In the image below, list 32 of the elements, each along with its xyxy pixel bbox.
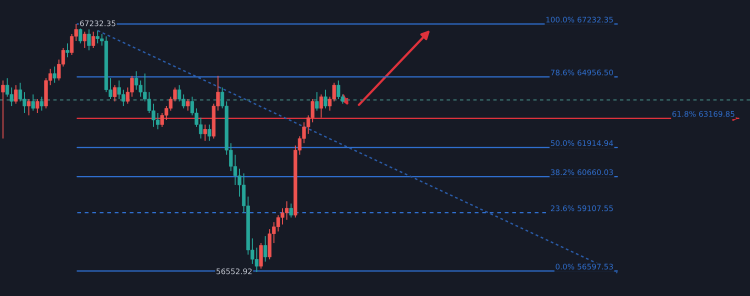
candlestick (319, 94, 324, 118)
candlestick (315, 92, 319, 112)
candlestick (1, 80, 5, 140)
candlestick (208, 124, 212, 142)
candlestick (233, 154, 238, 186)
candlestick (91, 31, 96, 48)
candlestick (52, 66, 56, 84)
candlestick (203, 124, 207, 142)
candlestick (82, 31, 87, 48)
candlestick (186, 98, 190, 112)
candlestick (289, 203, 293, 218)
candlestick (26, 98, 31, 116)
candlestick (66, 42, 70, 58)
candlestick (336, 80, 340, 100)
candlestick (280, 208, 284, 225)
candlestick (284, 200, 289, 220)
candlestick (324, 89, 328, 109)
candlestick (276, 214, 280, 232)
candlestick (5, 78, 10, 98)
candlestick (263, 236, 268, 262)
candlestick (14, 84, 18, 104)
candlestick (254, 247, 259, 272)
candlestick (22, 92, 26, 114)
candlestick (156, 112, 160, 130)
candlestick (40, 96, 44, 112)
candlestick (112, 84, 117, 102)
candlestick (130, 75, 134, 98)
candlestick (259, 242, 263, 270)
candlestick (87, 28, 91, 51)
candlestick (134, 70, 138, 90)
candlestick (36, 98, 40, 114)
candlestick (31, 94, 35, 112)
